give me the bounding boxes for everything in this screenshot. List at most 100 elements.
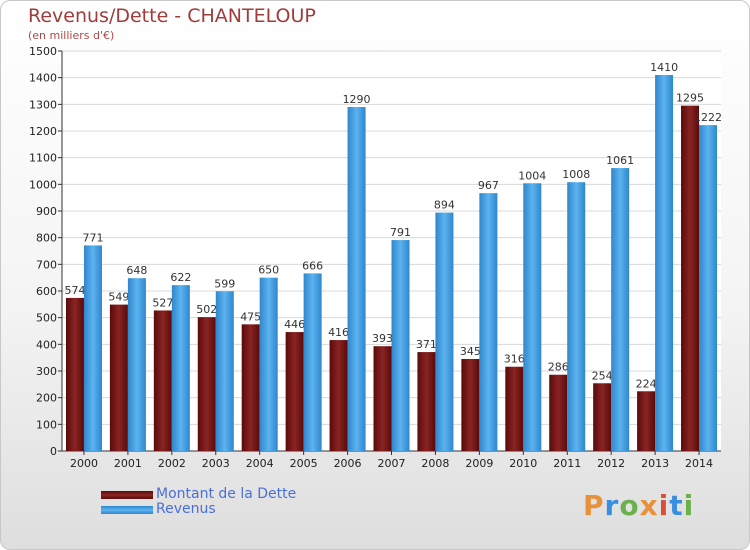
- data-label-dette: 502: [196, 303, 217, 316]
- x-tick-label: 2005: [290, 457, 318, 470]
- data-label-dette: 371: [416, 338, 437, 351]
- bar-revenus: [215, 291, 234, 451]
- bar-revenus: [83, 245, 102, 451]
- y-tick-label: 1300: [29, 98, 57, 111]
- bar-dette: [593, 383, 612, 451]
- data-label-revenus: 1004: [518, 169, 546, 182]
- y-tick-label: 400: [36, 338, 57, 351]
- data-label-dette: 475: [240, 310, 261, 323]
- bar-revenus: [567, 182, 586, 451]
- data-label-revenus: 622: [170, 271, 191, 284]
- logo-letter: i: [683, 489, 695, 522]
- x-tick-label: 2013: [641, 457, 669, 470]
- data-label-dette: 254: [592, 369, 613, 382]
- y-tick-label: 0: [50, 445, 57, 458]
- data-label-revenus: 1061: [606, 154, 634, 167]
- bar-revenus: [259, 277, 278, 451]
- x-tick-label: 2004: [246, 457, 274, 470]
- bar-revenus: [699, 125, 718, 451]
- bar-revenus: [479, 193, 498, 451]
- y-tick-label: 200: [36, 392, 57, 405]
- y-tick-label: 300: [36, 365, 57, 378]
- bar-dette: [681, 105, 700, 452]
- bar-chart: 0 100 200 300 400 500 600 700 800 900 1000 1100 1200…: [29, 45, 722, 470]
- data-label-dette: 574: [64, 284, 85, 297]
- x-tick-label: 2006: [334, 457, 362, 470]
- y-tick-label: 1200: [29, 125, 57, 138]
- bar-revenus: [127, 278, 146, 451]
- x-tick-label: 2007: [378, 457, 406, 470]
- y-tick-label: 1100: [29, 152, 57, 165]
- logo-letter: i: [658, 489, 670, 522]
- y-tick-label: 700: [36, 258, 57, 271]
- logo-letter: r: [604, 489, 620, 522]
- data-label-dette: 1295: [676, 92, 704, 105]
- y-tick-label: 800: [36, 232, 57, 245]
- x-tick-label: 2009: [465, 457, 493, 470]
- bar-dette: [65, 297, 84, 451]
- bar-revenus: [347, 107, 366, 451]
- data-label-dette: 549: [108, 291, 129, 304]
- logo-letter: P: [583, 489, 605, 522]
- data-label-revenus: 967: [478, 179, 499, 192]
- data-label-revenus: 1008: [562, 168, 590, 181]
- x-tick-label: 2012: [597, 457, 625, 470]
- data-label-dette: 393: [372, 332, 393, 345]
- legend-label-dette: Montant de la Dette: [156, 486, 297, 502]
- bar-dette: [505, 366, 524, 451]
- y-tick-label: 100: [36, 418, 57, 431]
- data-label-revenus: 894: [434, 199, 455, 212]
- data-label-revenus: 650: [258, 264, 279, 277]
- bar-revenus: [171, 285, 190, 451]
- y-tick-label: 1500: [29, 45, 57, 58]
- bar-dette: [153, 310, 172, 451]
- logo-letter: t: [669, 489, 684, 522]
- x-tick-label: 2011: [553, 457, 581, 470]
- y-tick-label: 900: [36, 205, 57, 218]
- x-tick-label: 2008: [421, 457, 449, 470]
- logo-letter: o: [619, 489, 640, 522]
- logo-letter: x: [639, 489, 659, 522]
- y-tick-label: 500: [36, 312, 57, 325]
- bar-dette: [637, 391, 656, 451]
- x-tick-label: 2000: [70, 457, 98, 470]
- bar-revenus: [523, 183, 542, 451]
- legend-swatch-dette: [101, 491, 153, 499]
- data-label-dette: 416: [328, 326, 349, 339]
- legend-swatch-revenus: [101, 506, 153, 514]
- data-label-revenus: 648: [126, 264, 147, 277]
- bar-dette: [373, 346, 392, 451]
- bar-dette: [549, 374, 568, 451]
- bar-dette: [241, 324, 260, 451]
- x-tick-label: 2003: [202, 457, 230, 470]
- data-label-dette: 345: [460, 345, 481, 358]
- bar-dette: [197, 317, 216, 451]
- x-tick-label: 2001: [114, 457, 142, 470]
- data-label-revenus: 1222: [694, 111, 722, 124]
- bar-revenus: [391, 240, 410, 451]
- x-tick-label: 2010: [509, 457, 537, 470]
- data-label-revenus: 666: [302, 259, 323, 272]
- bar-revenus: [655, 75, 674, 451]
- x-tick-label: 2002: [158, 457, 186, 470]
- data-label-dette: 316: [504, 353, 525, 366]
- data-label-dette: 224: [636, 377, 657, 390]
- bar-dette: [417, 352, 436, 451]
- chart-subtitle: (en milliers d'€): [28, 29, 115, 42]
- y-tick-label: 600: [36, 285, 57, 298]
- data-label-dette: 446: [284, 318, 305, 331]
- bar-dette: [109, 304, 128, 451]
- data-label-revenus: 599: [214, 277, 235, 290]
- data-label-dette: 286: [548, 361, 569, 374]
- bar-revenus: [435, 212, 454, 451]
- y-tick-label: 1000: [29, 178, 57, 191]
- x-tick-label: 2014: [685, 457, 713, 470]
- bar-dette: [461, 359, 480, 451]
- data-label-revenus: 1290: [343, 93, 371, 106]
- bar-revenus: [303, 273, 322, 451]
- data-label-revenus: 791: [390, 226, 411, 239]
- bar-dette: [285, 332, 304, 451]
- data-label-revenus: 771: [82, 231, 103, 244]
- legend-label-revenus: Revenus: [156, 501, 216, 517]
